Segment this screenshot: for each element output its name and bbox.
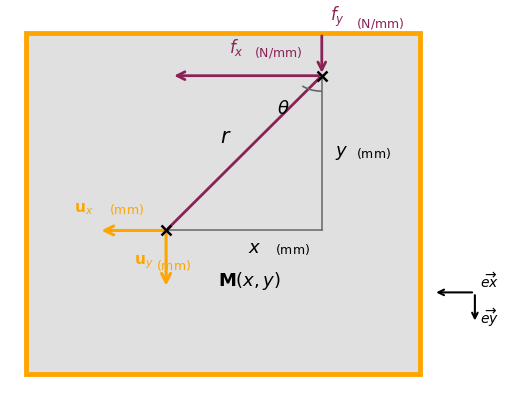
Text: $\mathbf{u}_x$: $\mathbf{u}_x$ bbox=[74, 201, 93, 217]
Text: $y$: $y$ bbox=[335, 144, 348, 162]
Text: $f_x$: $f_x$ bbox=[229, 37, 243, 58]
Text: $\rm{(N/mm)}$: $\rm{(N/mm)}$ bbox=[356, 16, 404, 31]
Text: $\overrightarrow{ey}$: $\overrightarrow{ey}$ bbox=[480, 306, 499, 329]
Text: $\rm{(mm)}$: $\rm{(mm)}$ bbox=[356, 145, 391, 161]
Text: $f_y$: $f_y$ bbox=[330, 5, 345, 29]
Text: $r$: $r$ bbox=[220, 128, 231, 147]
Text: $\mathbf{u}_y$: $\mathbf{u}_y$ bbox=[134, 253, 153, 271]
Text: $\theta$: $\theta$ bbox=[277, 99, 289, 118]
Bar bbox=[26, 33, 420, 374]
Text: $\rm{(mm)}$: $\rm{(mm)}$ bbox=[109, 202, 144, 217]
Text: $\mathbf{M}(x,y)$: $\mathbf{M}(x,y)$ bbox=[218, 270, 281, 292]
Text: $\rm{(mm)}$: $\rm{(mm)}$ bbox=[156, 258, 191, 273]
Text: $\rm{(mm)}$: $\rm{(mm)}$ bbox=[275, 242, 310, 257]
Text: $x$: $x$ bbox=[248, 239, 261, 257]
Text: $\rm{(N/mm)}$: $\rm{(N/mm)}$ bbox=[254, 45, 303, 60]
Text: $\overrightarrow{ex}$: $\overrightarrow{ex}$ bbox=[480, 272, 499, 292]
